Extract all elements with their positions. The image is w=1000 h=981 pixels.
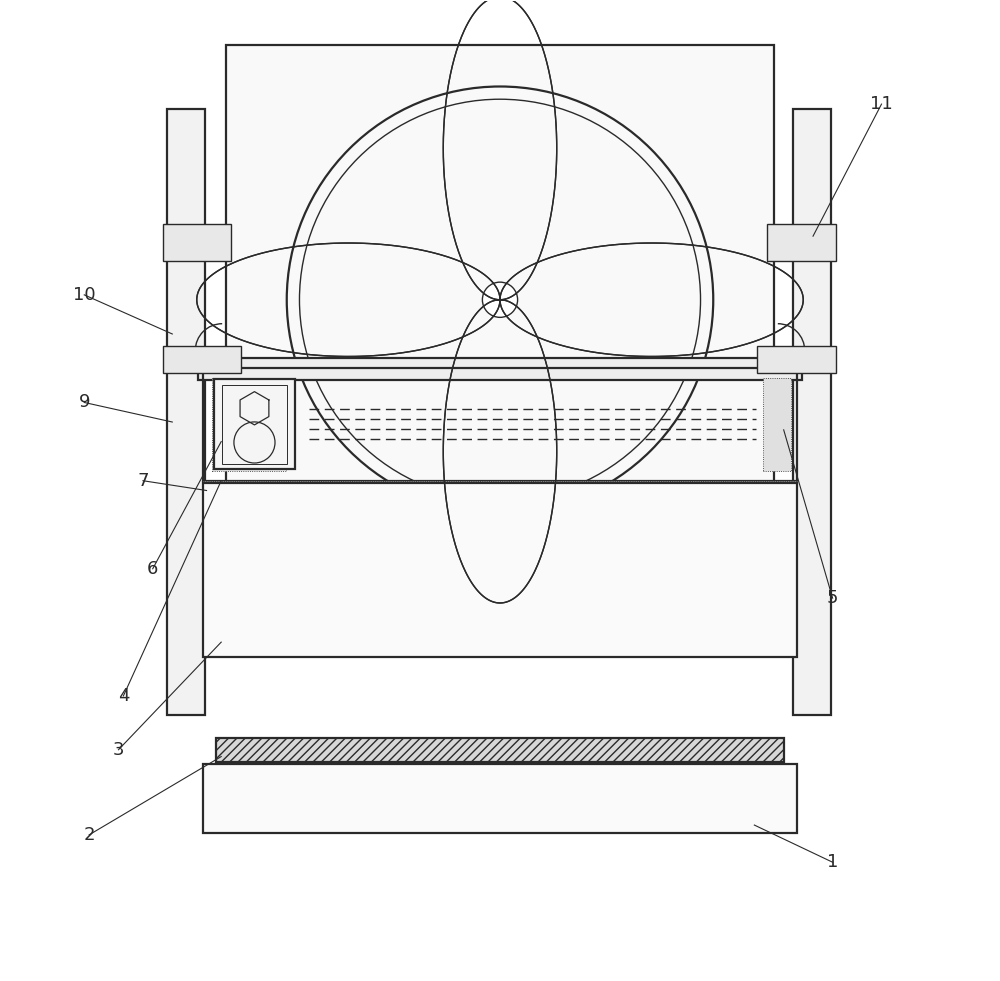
Text: 2: 2 [83, 826, 95, 844]
Bar [767, 224, 836, 261]
Text: 1: 1 [827, 853, 838, 871]
Text: 9: 9 [79, 393, 90, 411]
Bar [203, 481, 797, 498]
Bar [763, 378, 791, 471]
Bar [226, 45, 774, 525]
Text: 4: 4 [118, 687, 129, 705]
Bar [212, 378, 286, 471]
Bar [203, 483, 797, 657]
Text: 7: 7 [137, 472, 149, 490]
Text: 6: 6 [147, 560, 158, 578]
Text: 11: 11 [870, 95, 893, 113]
Text: 10: 10 [73, 285, 96, 304]
Bar [167, 109, 205, 715]
Text: 3: 3 [113, 741, 124, 758]
Bar [203, 764, 797, 833]
Bar [214, 380, 295, 470]
Text: 5: 5 [827, 590, 838, 607]
Bar [793, 109, 831, 715]
Bar [222, 386, 287, 464]
Bar [198, 358, 802, 380]
Bar [757, 345, 836, 373]
Bar [163, 224, 231, 261]
Bar [163, 345, 241, 373]
Circle shape [482, 283, 518, 318]
Bar [203, 368, 797, 481]
Bar [216, 738, 784, 762]
